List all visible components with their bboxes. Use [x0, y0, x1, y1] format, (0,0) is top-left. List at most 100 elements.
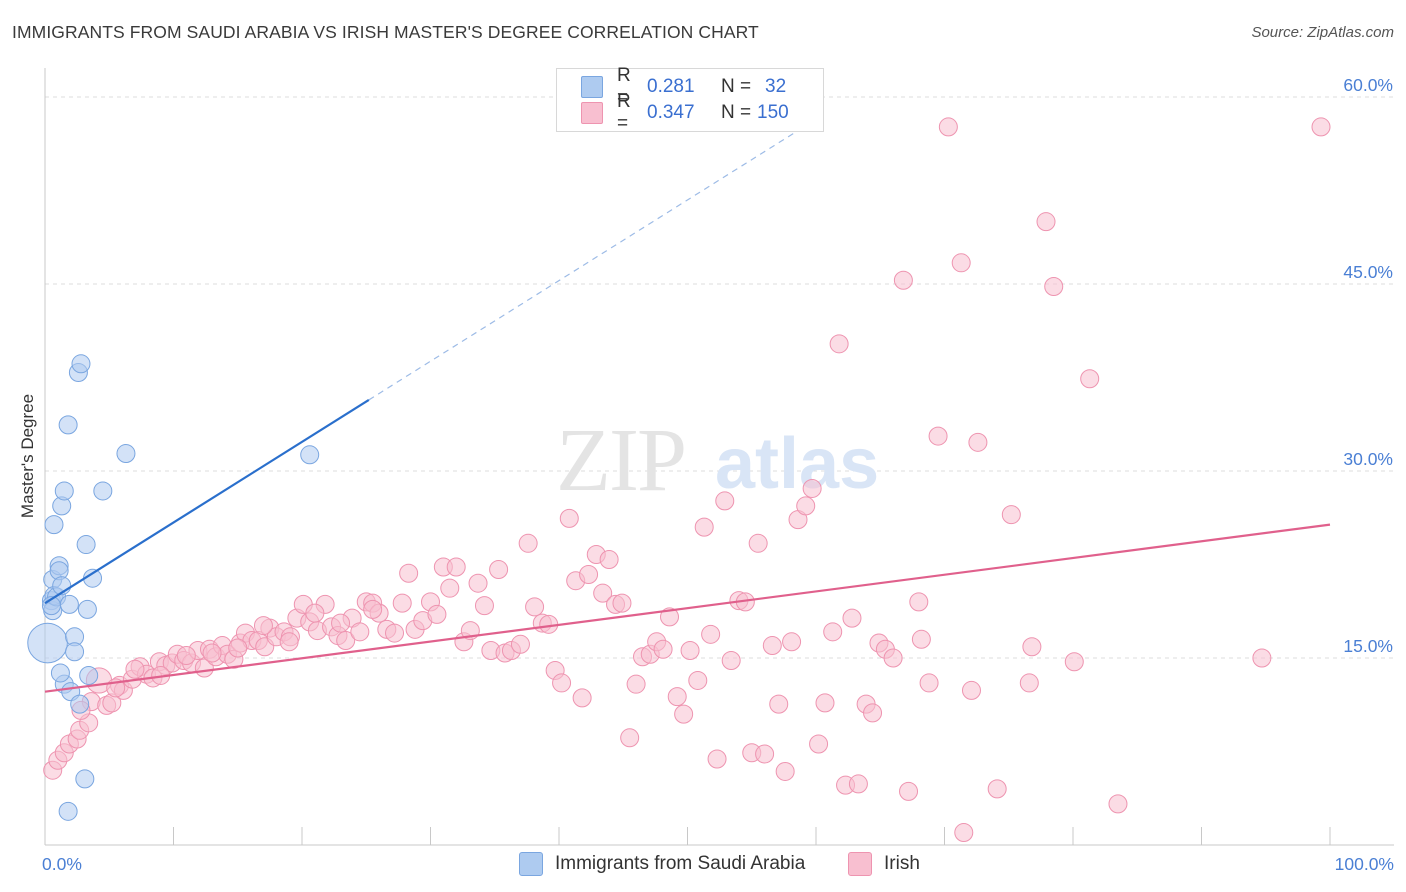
- legend-n-label: N =: [721, 76, 752, 97]
- chart-title: IMMIGRANTS FROM SAUDI ARABIA VS IRISH MA…: [12, 22, 759, 42]
- irish-point: [653, 639, 673, 659]
- irish-point: [707, 749, 727, 769]
- saudi-point: [58, 415, 78, 435]
- irish-regression-line: [44, 523, 1331, 693]
- irish-point: [1001, 505, 1021, 525]
- irish-point: [951, 253, 971, 273]
- irish-point: [1064, 652, 1084, 672]
- saudi-point: [77, 599, 97, 619]
- irish-point: [559, 508, 579, 528]
- legend-swatch-irish: [581, 102, 603, 124]
- bottom-legend: Immigrants from Saudi Arabia Irish: [0, 852, 1406, 878]
- irish-point: [228, 638, 248, 658]
- irish-point: [1036, 212, 1056, 232]
- irish-point: [510, 634, 530, 654]
- saudi-point: [79, 665, 99, 685]
- irish-point: [468, 573, 488, 593]
- saudi-point: [54, 481, 74, 501]
- x-tick-labels: 0.0% 100.0%: [42, 854, 1394, 874]
- bottom-legend-swatch-saudi: [519, 852, 543, 876]
- saudi-point: [116, 444, 136, 464]
- irish-points: [43, 117, 1331, 843]
- irish-point: [762, 636, 782, 656]
- legend-r-value-irish: 0.347: [647, 102, 695, 123]
- legend-swatch-saudi: [581, 76, 603, 98]
- irish-point: [1311, 117, 1331, 137]
- irish-point: [572, 688, 592, 708]
- irish-point: [688, 670, 708, 690]
- irish-point: [125, 659, 145, 679]
- legend-n-value-irish: 150: [757, 102, 789, 123]
- irish-point: [1108, 794, 1128, 814]
- irish-point: [823, 622, 843, 642]
- bottom-legend-saudi: Immigrants from Saudi Arabia: [519, 852, 805, 876]
- y-tick-label: 45.0%: [1343, 262, 1393, 282]
- y-tick-label: 15.0%: [1343, 636, 1393, 656]
- irish-point: [667, 687, 687, 707]
- y-tick-label: 30.0%: [1343, 449, 1393, 469]
- irish-point: [919, 673, 939, 693]
- irish-point: [954, 823, 974, 843]
- irish-point: [909, 592, 929, 612]
- irish-point: [440, 578, 460, 598]
- saudi-point: [71, 354, 91, 374]
- irish-point: [518, 533, 538, 553]
- irish-point: [552, 673, 572, 693]
- irish-point: [336, 631, 356, 651]
- saudi-point: [65, 642, 85, 662]
- irish-point: [883, 648, 903, 668]
- irish-point: [899, 781, 919, 801]
- irish-point: [1044, 276, 1064, 296]
- legend-r-value-saudi: 0.281: [647, 76, 695, 97]
- irish-point: [674, 704, 694, 724]
- saudi-point: [93, 481, 113, 501]
- saudi-point: [27, 622, 68, 664]
- irish-point: [928, 426, 948, 446]
- saudi-regression-extension: [368, 118, 817, 401]
- legend-r-label: R =: [617, 65, 631, 108]
- irish-point: [893, 270, 913, 290]
- irish-point: [599, 550, 619, 570]
- irish-point: [938, 117, 958, 137]
- bottom-legend-swatch-irish: [848, 852, 872, 876]
- irish-point: [802, 478, 822, 498]
- irish-point: [775, 761, 795, 781]
- irish-point: [202, 643, 222, 663]
- irish-point: [987, 779, 1007, 799]
- bottom-legend-label-irish: Irish: [884, 853, 920, 874]
- legend-r-label: R =: [617, 91, 631, 134]
- irish-point: [755, 744, 775, 764]
- irish-point: [331, 613, 351, 633]
- saudi-regression-line: [44, 399, 370, 605]
- saudi-point: [70, 694, 90, 714]
- irish-point: [911, 629, 931, 649]
- irish-point: [305, 603, 325, 623]
- irish-point: [782, 632, 802, 652]
- irish-point: [842, 608, 862, 628]
- saudi-point: [59, 594, 79, 614]
- saudi-point: [58, 801, 78, 821]
- irish-point: [863, 703, 883, 723]
- legend-row-saudi: R = 0.281 N = 32: [581, 65, 787, 108]
- irish-point: [848, 774, 868, 794]
- x-tick-label: 0.0%: [42, 854, 82, 874]
- irish-point: [961, 680, 981, 700]
- watermark-atlas: atlas: [715, 424, 879, 504]
- irish-point: [176, 646, 196, 666]
- watermark-zip: ZIP: [556, 411, 685, 510]
- irish-point: [620, 728, 640, 748]
- x-tick-label: 100.0%: [1335, 854, 1394, 874]
- irish-point: [593, 583, 613, 603]
- legend-n-value-saudi: 32: [765, 76, 787, 97]
- irish-point: [660, 607, 680, 627]
- saudi-point: [44, 515, 64, 535]
- irish-point: [363, 599, 383, 619]
- irish-point: [968, 432, 988, 452]
- chart-source: Source: ZipAtlas.com: [1251, 24, 1394, 41]
- irish-point: [796, 496, 816, 516]
- irish-point: [815, 693, 835, 713]
- irish-point: [809, 734, 829, 754]
- legend-row-irish: R = 0.347 N = 150: [581, 91, 789, 134]
- bottom-legend-irish: Irish: [848, 852, 920, 876]
